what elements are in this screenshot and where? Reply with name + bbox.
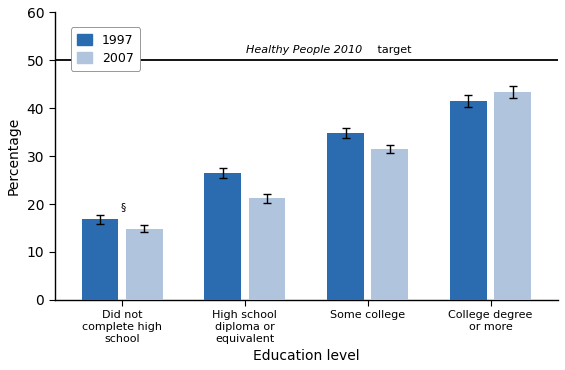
- Bar: [371, 149, 408, 300]
- Bar: [494, 92, 531, 300]
- Text: §: §: [121, 202, 126, 212]
- Text: Healthy People 2010: Healthy People 2010: [246, 45, 362, 55]
- Bar: [327, 133, 364, 300]
- Bar: [450, 101, 487, 300]
- Legend: 1997, 2007: 1997, 2007: [71, 27, 140, 71]
- Bar: [205, 173, 241, 300]
- Bar: [126, 229, 163, 300]
- X-axis label: Education level: Education level: [253, 349, 359, 363]
- Bar: [249, 198, 285, 300]
- Text: target: target: [374, 45, 412, 55]
- Y-axis label: Percentage: Percentage: [7, 117, 21, 195]
- Bar: [81, 219, 119, 300]
